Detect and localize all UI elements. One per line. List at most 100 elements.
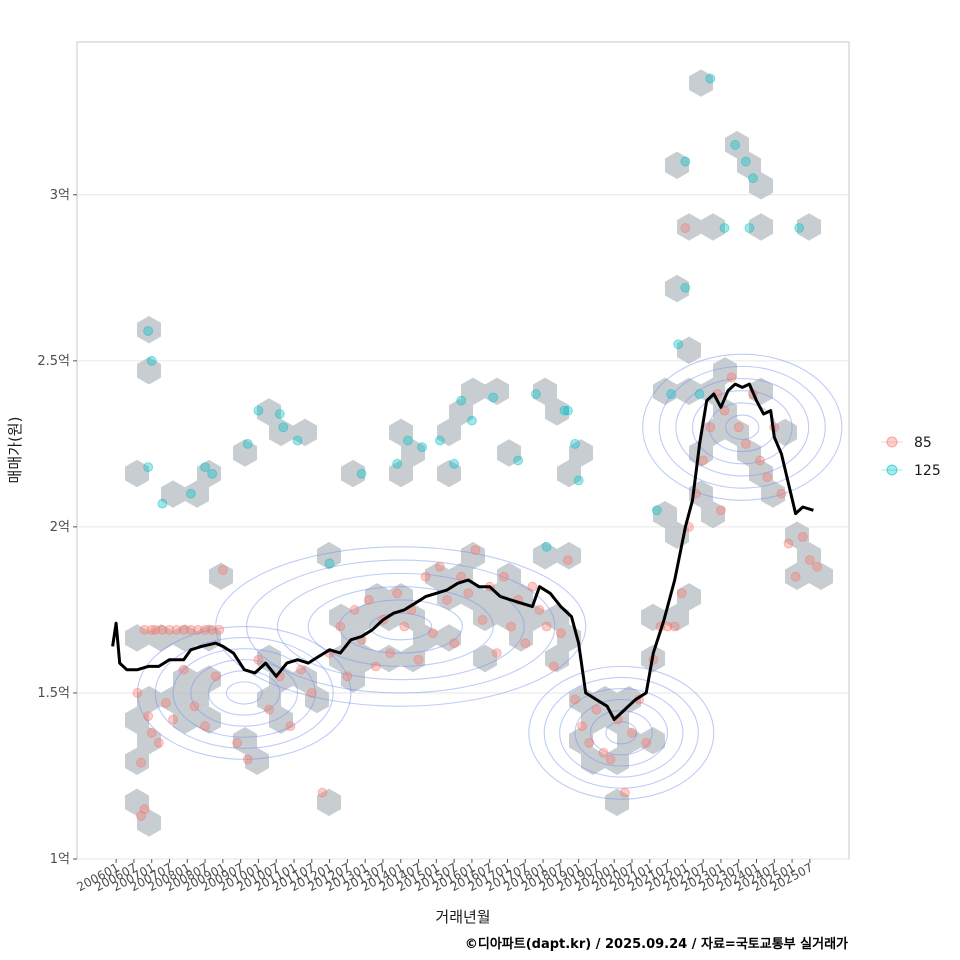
point-85: [178, 624, 189, 635]
point-85: [420, 571, 431, 582]
point-85: [783, 538, 794, 549]
point-85: [153, 737, 164, 748]
point-125: [694, 389, 705, 399]
point-85: [541, 621, 552, 632]
point-85: [719, 405, 730, 416]
hexbin-cell: [257, 685, 281, 714]
y-tick-label: 3억: [50, 188, 70, 203]
point-125: [666, 389, 677, 399]
hexbin-cell: [401, 644, 425, 673]
hexbin-cell: [689, 439, 713, 467]
legend-key-85: [886, 436, 898, 448]
point-85: [146, 727, 157, 738]
point-125: [719, 223, 730, 233]
hexbin-cell: [701, 213, 725, 241]
point-125: [680, 282, 691, 293]
hexbin-cell: [137, 685, 161, 714]
hexbin-cell: [749, 172, 773, 200]
point-85: [139, 624, 150, 635]
density-contour: [543, 676, 699, 789]
density-contour: [225, 681, 263, 705]
point-125: [570, 438, 580, 449]
point-85: [399, 621, 410, 632]
point-85: [477, 614, 488, 625]
point-85: [555, 628, 566, 639]
point-125: [278, 422, 289, 433]
legend-item-85: 85: [881, 435, 932, 451]
hexbin-cell: [785, 521, 809, 549]
hexbin-cell: [485, 377, 509, 406]
hexbin-cell: [293, 418, 317, 447]
point-85: [185, 624, 196, 635]
point-85: [136, 810, 146, 821]
hexbin-cell: [701, 500, 725, 529]
trend-line-layer: [111, 382, 814, 721]
density-contour: [589, 710, 653, 756]
hexbin-cell: [437, 459, 461, 488]
hexbin-cell: [593, 685, 617, 714]
point-85: [232, 737, 242, 748]
hexbin-cell: [341, 459, 365, 488]
point-85: [570, 694, 580, 705]
point-125: [740, 156, 751, 167]
density-contour: [675, 377, 810, 477]
hexbin-cell: [677, 377, 701, 406]
point-85: [716, 505, 726, 516]
hexbin-cell: [125, 624, 149, 652]
point-125: [466, 415, 477, 426]
point-125: [748, 173, 758, 184]
point-85: [755, 455, 765, 466]
point-125: [392, 458, 403, 469]
point-85: [385, 648, 395, 658]
point-85: [146, 624, 157, 635]
point-85: [605, 754, 616, 765]
point-125: [274, 409, 285, 419]
point-85: [619, 787, 630, 798]
point-85: [171, 624, 182, 635]
point-125: [402, 435, 413, 446]
hexbin-cell: [185, 480, 209, 508]
density-contour: [190, 659, 299, 727]
point-85: [392, 588, 403, 599]
hexbin-cell: [137, 809, 161, 837]
hexbin-cell: [665, 274, 689, 303]
point-85: [463, 588, 474, 599]
hexbin-cell: [437, 418, 461, 447]
point-85: [349, 605, 360, 615]
hexbin-cell: [677, 213, 701, 241]
hexbin-cell: [449, 398, 473, 426]
hexbin-cell: [173, 665, 197, 693]
hexbin-cell: [257, 398, 281, 426]
hexbin-cell: [233, 727, 257, 755]
point-85: [548, 661, 559, 672]
scatter-points: [132, 73, 822, 821]
point-125: [185, 488, 196, 499]
point-85: [804, 555, 815, 565]
point-85: [584, 737, 595, 748]
hexbin-cell: [773, 418, 797, 447]
point-85: [264, 704, 275, 715]
point-85: [698, 455, 709, 466]
point-85: [669, 621, 680, 632]
point-85: [253, 654, 264, 665]
y-tick-label: 1.5억: [37, 686, 70, 701]
hexbin-cell: [461, 583, 485, 611]
point-125: [513, 455, 524, 466]
hexbin-cell: [161, 480, 185, 508]
hexbin-cell: [197, 459, 221, 488]
hexbin-cell: [317, 788, 341, 817]
hexbin-cell: [737, 151, 761, 179]
hexbin-cell: [809, 562, 833, 590]
point-85: [370, 661, 381, 672]
hexbin-cell: [689, 69, 713, 97]
y-axis-ticks: 1억 1.5억 2억 2.5억 3억: [37, 188, 77, 867]
hexbin-cell: [509, 624, 533, 652]
point-125: [794, 223, 805, 233]
hexbin-cell: [389, 418, 413, 447]
point-85: [449, 638, 460, 649]
density-contour: [307, 586, 494, 667]
point-125: [680, 156, 691, 167]
hexbin-cell: [269, 706, 293, 734]
point-125: [434, 435, 445, 446]
